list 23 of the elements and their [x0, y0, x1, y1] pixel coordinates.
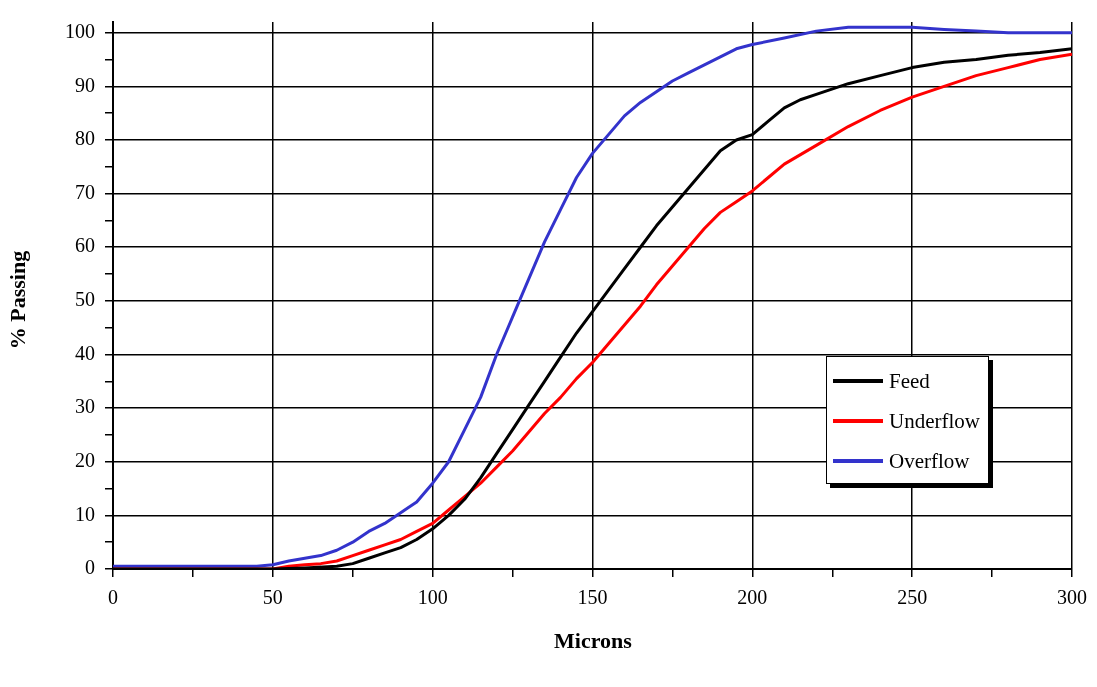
y-tick-label: 80: [75, 127, 95, 150]
legend-label: Overflow: [889, 448, 970, 474]
x-tick-label: 250: [897, 586, 928, 609]
x-axis-title: Microns: [554, 628, 632, 654]
x-tick-label: 200: [737, 586, 768, 609]
y-tick-label: 100: [65, 19, 95, 42]
y-tick-label: 90: [75, 73, 95, 96]
y-tick-label: 20: [75, 449, 95, 471]
x-tick-label: 300: [1057, 586, 1087, 609]
y-tick-label: 0: [85, 556, 95, 579]
y-axis-title: % Passing: [5, 250, 31, 350]
x-tick-label: 50: [262, 586, 283, 609]
y-tick-label: 30: [75, 395, 95, 418]
y-tick-label: 70: [75, 180, 95, 203]
x-tick-label: 0: [108, 586, 118, 609]
x-tick-label: 150: [577, 586, 608, 609]
x-tick-label: 100: [417, 586, 448, 609]
y-tick-label: 10: [75, 502, 95, 525]
legend-label: Underflow: [889, 408, 980, 434]
y-tick-label: 60: [75, 234, 95, 257]
y-tick-label: 50: [75, 288, 95, 311]
legend-label: Feed: [889, 368, 930, 394]
y-tick-label: 40: [75, 341, 95, 364]
